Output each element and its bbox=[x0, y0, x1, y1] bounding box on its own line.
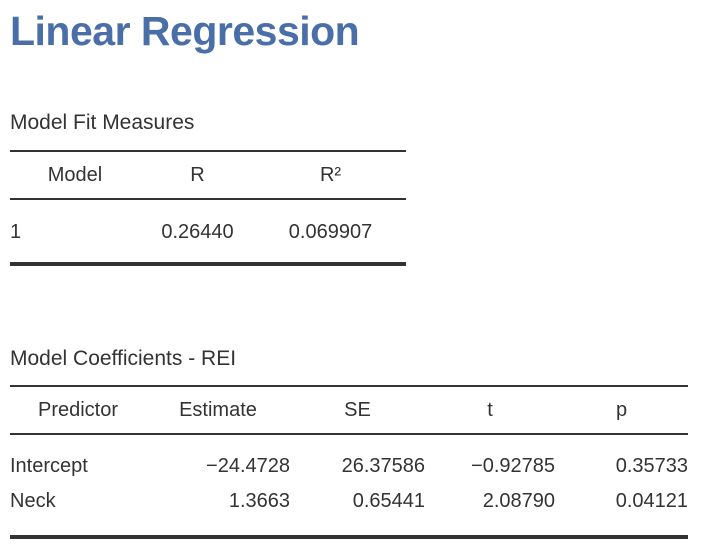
cell-t-value: 2.08790 bbox=[482, 490, 555, 513]
model-coefficients-table[interactable]: Predictor Estimate SE t p Intercept −24.… bbox=[10, 385, 688, 540]
model-fit-section: Model Fit Measures Model R R² 1 0.26440 … bbox=[10, 110, 714, 267]
model-fit-table[interactable]: Model R R² 1 0.26440 0.069907 bbox=[10, 150, 406, 267]
column-header-p: p bbox=[555, 386, 688, 436]
model-fit-row-1: 1 0.26440 0.069907 bbox=[10, 199, 406, 264]
cell-model-number: 1 bbox=[10, 221, 22, 244]
model-fit-header-row: Model R R² bbox=[10, 151, 406, 201]
cell-estimate-value: 1.3663 bbox=[228, 490, 290, 513]
cell-se-value: 26.37586 bbox=[341, 455, 425, 478]
cell-estimate-value: −24.4728 bbox=[206, 455, 290, 478]
model-coefficients-section: Model Coefficients - REI Predictor Estim… bbox=[10, 346, 714, 540]
column-header-predictor: Predictor bbox=[10, 386, 146, 436]
cell-predictor-name: Neck bbox=[10, 490, 56, 513]
coefficients-row-intercept: Intercept −24.4728 26.37586 −0.92785 0.3… bbox=[10, 434, 688, 484]
column-header-model: Model bbox=[10, 151, 140, 201]
cell-predictor-name: Intercept bbox=[10, 455, 88, 478]
cell-r-squared-value: 0.069907 bbox=[288, 221, 373, 244]
model-fit-table-caption: Model Fit Measures bbox=[10, 111, 195, 135]
cell-t-value: −0.92785 bbox=[471, 455, 555, 478]
column-header-estimate: Estimate bbox=[146, 386, 290, 436]
coefficients-row-neck: Neck 1.3663 0.65441 2.08790 0.04121 bbox=[10, 484, 688, 537]
column-header-r: R bbox=[140, 151, 255, 201]
cell-se-value: 0.65441 bbox=[352, 490, 425, 513]
column-header-r-squared: R² bbox=[255, 151, 406, 201]
model-coefficients-table-caption: Model Coefficients - REI bbox=[10, 347, 237, 371]
column-header-t: t bbox=[425, 386, 555, 436]
analysis-title: Linear Regression bbox=[10, 8, 360, 54]
cell-r-value: 0.26440 bbox=[161, 221, 234, 244]
coefficients-header-row: Predictor Estimate SE t p bbox=[10, 386, 688, 436]
cell-p-value: 0.04121 bbox=[615, 490, 688, 513]
column-header-se: SE bbox=[290, 386, 425, 436]
cell-p-value: 0.35733 bbox=[615, 455, 688, 478]
